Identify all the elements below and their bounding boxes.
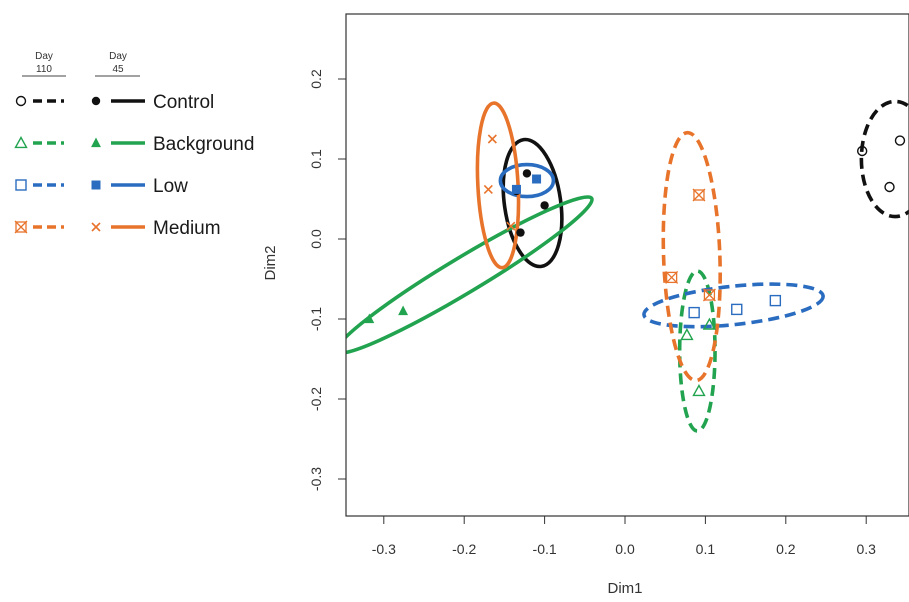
legend-control-day110-marker — [15, 95, 27, 107]
legend-header-day110-line2: 110 — [36, 64, 52, 75]
x-tick-label: 0.3 — [856, 541, 876, 557]
plot-frame — [345, 13, 909, 517]
legend-low-day110-marker — [15, 179, 27, 191]
legend-background-day45-marker — [91, 137, 101, 148]
legend-header-day110-line1: Day — [35, 51, 53, 62]
background-day45-point — [398, 305, 409, 316]
legend-medium-label: Medium — [153, 218, 221, 239]
low-day45-ellipse — [498, 162, 556, 199]
legend-header-day45-line1: Day — [109, 51, 127, 62]
y-tick-label: -0.3 — [308, 467, 324, 491]
medium-day45-point — [483, 184, 493, 194]
background-day45-ellipse — [346, 195, 594, 355]
legend-control-day45-marker — [91, 96, 101, 106]
legend-background-label: Background — [153, 134, 254, 155]
medium-day110-point — [692, 188, 706, 202]
y-axis-label: Dim2 — [262, 245, 279, 280]
x-tick-label: 0.1 — [696, 541, 716, 557]
low-day110-point — [688, 306, 700, 319]
legend-low-label: Low — [153, 176, 188, 197]
medium-day110-point — [665, 270, 679, 284]
control-day45-point — [516, 228, 525, 237]
medium-day45-point — [487, 134, 497, 144]
legend-medium-day110-marker — [14, 220, 28, 234]
y-tick-label: 0.0 — [308, 229, 324, 249]
medium-day110-ellipse — [661, 130, 722, 383]
x-tick-label: -0.1 — [533, 541, 557, 557]
x-tick-label: -0.3 — [372, 541, 396, 557]
medium-day45-point — [506, 221, 516, 231]
background-day110-point — [680, 328, 694, 341]
background-day110-point — [692, 384, 706, 397]
low-day45-point — [511, 184, 521, 194]
y-tick-label: 0.1 — [308, 149, 324, 169]
x-axis: -0.3 -0.2 -0.1 0.0 0.1 0.2 0.3 — [372, 515, 876, 557]
legend-header-day45-line2: 45 — [112, 64, 124, 75]
low-day110-point — [731, 303, 743, 316]
background-day110-point — [702, 317, 717, 330]
legend-background-day110-marker — [14, 136, 28, 149]
control-day45-point — [540, 201, 549, 210]
x-tick-label: 0.2 — [776, 541, 796, 557]
plot-area: -0.3 -0.2 -0.1 0.0 0.1 0.2 0.3 -0.3 -0.2 -0.1 0.0… — [262, 13, 909, 597]
x-axis-label: Dim1 — [607, 580, 642, 597]
x-tick-label: 0.0 — [615, 541, 635, 557]
background-day45-point — [364, 313, 375, 324]
y-tick-label: -0.2 — [308, 387, 324, 411]
legend-control-label: Control — [153, 92, 214, 113]
control-day110-ellipse — [859, 99, 909, 219]
medium-day110-point — [702, 288, 716, 302]
medium-day45-ellipse — [475, 101, 521, 270]
control-day45-point — [522, 169, 532, 178]
control-day110-point — [894, 135, 906, 146]
y-axis: -0.3 -0.2 -0.1 0.0 0.1 0.2 — [308, 69, 347, 491]
background-day110-ellipse — [677, 269, 717, 433]
y-tick-label: -0.1 — [308, 307, 324, 331]
low-day45-point — [532, 174, 542, 184]
legend-low-day45-marker — [91, 180, 101, 190]
y-tick-label: 0.2 — [308, 69, 324, 89]
control-day45-ellipse — [501, 137, 564, 269]
low-day110-ellipse — [642, 282, 825, 329]
low-day110-point — [769, 294, 782, 307]
legend-medium-day45-marker — [91, 222, 101, 232]
x-tick-label: -0.2 — [452, 541, 476, 557]
control-day110-point — [856, 145, 868, 157]
control-day110-point — [884, 181, 895, 193]
legend: Day 110 Day 45 Control Background Low Mediu… — [14, 51, 254, 239]
